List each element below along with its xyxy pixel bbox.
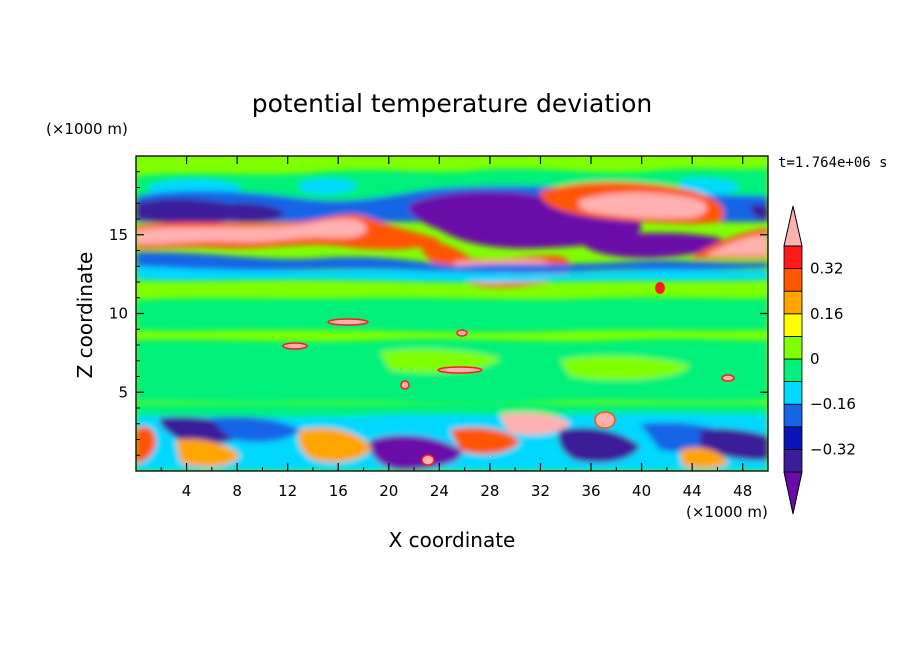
mid-warm-blob-3 [437, 366, 483, 374]
surface-warm-3 [450, 427, 520, 455]
upper-cold-left-2 [220, 203, 285, 222]
upper-cold-right-edge [750, 204, 768, 220]
mid-warm-blob-1 [327, 318, 369, 326]
colorbar-band [783, 313, 803, 337]
colorbar-band [783, 290, 803, 315]
upper-warm-right [578, 192, 707, 219]
colorbar-band [783, 381, 803, 405]
mid-warm-blob-2 [282, 342, 308, 350]
x-tick-label: 48 [733, 482, 752, 500]
colorbar-band [783, 335, 803, 360]
surface-cold-6 [700, 428, 768, 461]
surface-warm-6 [136, 426, 156, 463]
colorbar-label: −0.32 [810, 440, 856, 458]
surface-cold-3 [369, 435, 462, 470]
colorbar-label: 0.32 [810, 260, 843, 278]
mid-green-patch-4 [560, 355, 690, 381]
cyan-patch-top-mid [300, 178, 358, 195]
surface-cold-4 [558, 427, 640, 463]
surface-warm-1 [176, 438, 240, 467]
x-tick-label: 16 [329, 482, 348, 500]
mid-warm-blob-7 [456, 329, 468, 337]
colorbar-label: 0.16 [810, 305, 843, 323]
cyan-patch-top-right [680, 178, 740, 196]
x-tick-label: 20 [379, 482, 398, 500]
surface-warm-spot-2 [594, 411, 616, 429]
x-unit-label: (×1000 m) [686, 503, 768, 521]
chart-title: potential temperature deviation [252, 89, 652, 118]
x-tick-label: 4 [182, 482, 192, 500]
mid-warm-blob-6 [721, 374, 735, 382]
x-tick-label: 40 [632, 482, 651, 500]
x-axis-title: X coordinate [389, 528, 516, 552]
colorbar-band [783, 268, 803, 292]
colorbar-max-arrow [783, 205, 803, 247]
mid-warm-blob-5 [655, 282, 665, 294]
x-axis: 4 8 12 16 20 24 28 32 36 40 44 48 [160, 156, 752, 500]
mid-blue-band [136, 251, 768, 273]
y-axis-title: Z coordinate [73, 252, 97, 379]
colorbar-band [783, 426, 803, 450]
y-unit-label: (×1000 m) [46, 120, 128, 138]
time-label: t=1.764e+06 s [778, 155, 888, 171]
upper-cold-left [136, 198, 240, 224]
colorbar-band [783, 358, 803, 383]
x-tick-label: 36 [581, 482, 600, 500]
colorbar-band [783, 245, 803, 270]
y-tick-label: 15 [109, 226, 128, 244]
x-tick-label: 28 [480, 482, 499, 500]
mid-warm-blob-4 [400, 380, 410, 390]
y-axis: 5 10 15 [109, 171, 768, 456]
y-tick-label: 10 [109, 305, 128, 323]
surface-warm-2 [298, 428, 372, 463]
x-tick-label: 44 [683, 482, 702, 500]
colorbar: 0.32 0.16 0 −0.16 −0.32 [783, 205, 856, 515]
x-tick-label: 24 [430, 482, 449, 500]
colorbar-label: 0 [810, 350, 820, 368]
mid-cyan-band [136, 266, 768, 283]
surface-warm-spot [421, 454, 435, 466]
surface-warm-4 [500, 412, 570, 435]
colorbar-band [783, 403, 803, 428]
colorbar-min-arrow [783, 471, 803, 515]
colorbar-band [783, 448, 803, 473]
upper-warm-far-right-pink [705, 234, 768, 256]
y-tick-label: 5 [118, 383, 128, 401]
x-tick-label: 12 [278, 482, 297, 500]
x-tick-label: 8 [232, 482, 242, 500]
upper-cold-right [580, 232, 724, 258]
mid-green-patch-1 [136, 297, 768, 333]
contour-field [136, 156, 768, 471]
surface-cold-2 [210, 416, 300, 443]
upper-warm-left [136, 218, 367, 245]
colorbar-label: −0.16 [810, 395, 856, 413]
x-tick-label: 32 [531, 482, 550, 500]
